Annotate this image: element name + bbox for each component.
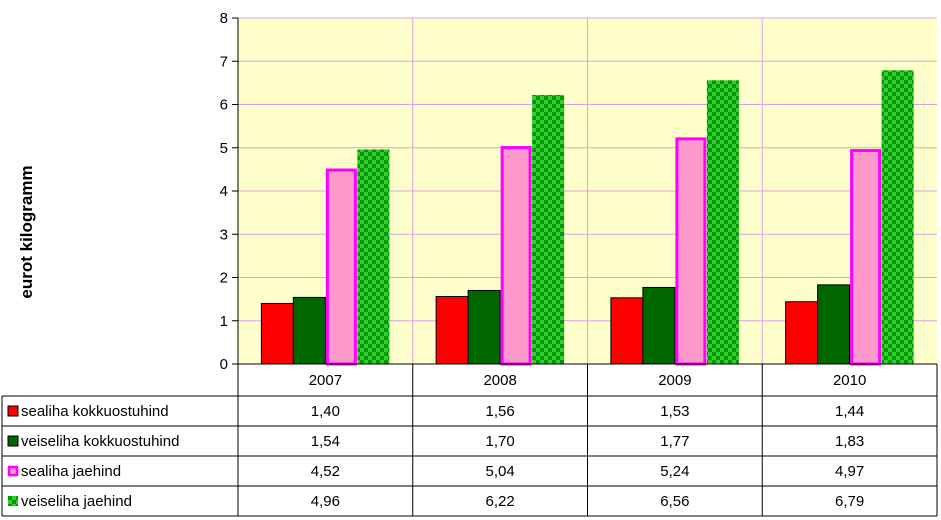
- data-label: 1,83: [835, 433, 864, 450]
- bar-0-2: [610, 297, 644, 365]
- data-label: 6,56: [660, 493, 689, 510]
- y-tick-label: 7: [220, 53, 228, 70]
- data-label: 1,70: [486, 433, 515, 450]
- y-tick-label: 5: [220, 140, 228, 157]
- bar-1-3: [817, 284, 851, 365]
- bar-3-0: [357, 149, 390, 364]
- data-label: 6,22: [486, 493, 515, 510]
- bar-2-0: [325, 168, 357, 366]
- y-tick-label: 6: [220, 97, 228, 114]
- legend-label: sealiha jaehind: [21, 463, 121, 480]
- legend-key: [7, 435, 19, 447]
- data-label: 1,44: [835, 403, 864, 420]
- bar-2-3: [850, 149, 882, 366]
- data-label: 6,79: [835, 493, 864, 510]
- bar-0-0: [260, 302, 294, 365]
- y-axis-label: eurot kilogramm: [17, 165, 36, 298]
- legend-key: [7, 405, 19, 417]
- data-label: 5,24: [660, 463, 689, 480]
- y-tick-label: 1: [220, 313, 228, 330]
- y-tick-label: 4: [220, 183, 228, 200]
- data-label: 4,97: [835, 463, 864, 480]
- data-label: 1,77: [660, 433, 689, 450]
- x-tick-label: 2009: [658, 372, 691, 389]
- bar-2-1: [500, 146, 532, 366]
- data-label: 1,40: [311, 403, 340, 420]
- legend-label: veiseliha kokkuostuhind: [21, 433, 179, 450]
- bar-0-1: [435, 296, 469, 365]
- data-label: 4,52: [311, 463, 340, 480]
- bar-1-2: [642, 286, 676, 365]
- data-label: 1,54: [311, 433, 340, 450]
- bar-2-2: [675, 137, 707, 366]
- data-label: 1,56: [486, 403, 515, 420]
- bars: [260, 70, 914, 366]
- legend-label: sealiha kokkuostuhind: [21, 403, 169, 420]
- data-label: 1,53: [660, 403, 689, 420]
- y-tick-label: 8: [220, 10, 228, 27]
- y-tick-label: 2: [220, 270, 228, 287]
- data-table: 2007 2008 2009 2010 sealiha kokkuostuhind 1,4…: [1, 363, 938, 517]
- x-tick-label: 2010: [833, 372, 866, 389]
- legend-key: [7, 465, 19, 477]
- legend-label: veiseliha jaehind: [21, 493, 132, 510]
- bar-3-3: [881, 70, 914, 365]
- y-tick-label: 0: [220, 356, 228, 373]
- bar-3-2: [706, 80, 739, 364]
- bar-1-0: [292, 296, 326, 365]
- bar-1-1: [467, 289, 501, 365]
- data-label: 4,96: [311, 493, 340, 510]
- x-tick-label: 2008: [483, 372, 516, 389]
- y-tick-label: 3: [220, 226, 228, 243]
- bar-0-3: [785, 301, 819, 365]
- data-label: 5,04: [486, 463, 515, 480]
- x-tick-label: 2007: [309, 372, 342, 389]
- bar-3-1: [532, 94, 565, 365]
- legend-key: [8, 496, 18, 506]
